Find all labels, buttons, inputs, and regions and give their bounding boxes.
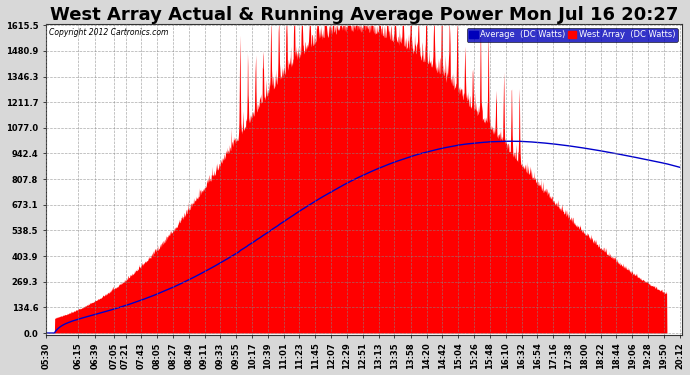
Title: West Array Actual & Running Average Power Mon Jul 16 20:27: West Array Actual & Running Average Powe…	[50, 6, 678, 24]
Legend: Average  (DC Watts), West Array  (DC Watts): Average (DC Watts), West Array (DC Watts…	[466, 28, 678, 42]
Text: Copyright 2012 Cartronics.com: Copyright 2012 Cartronics.com	[49, 28, 168, 38]
